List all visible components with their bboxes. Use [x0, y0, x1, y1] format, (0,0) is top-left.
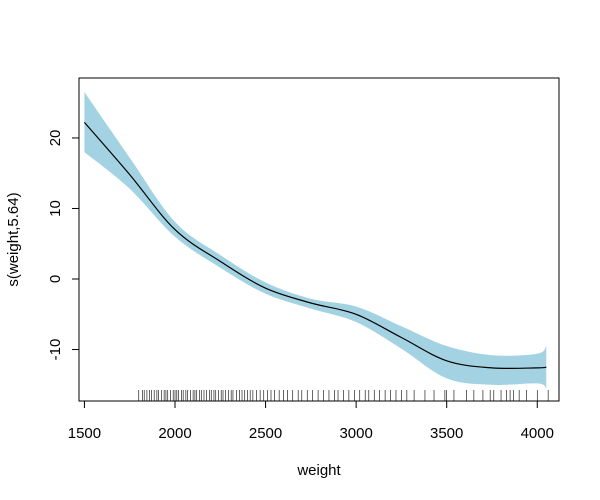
x-tick-label: 2000	[158, 425, 191, 442]
y-tick-label: 20	[47, 130, 64, 147]
confidence-band-layer	[84, 92, 547, 389]
y-axis: -10 0 10 20	[47, 130, 79, 361]
smooth-line-layer	[83, 122, 547, 370]
x-axis: 1500 2000 2500 3000 3500 4000	[68, 401, 554, 442]
x-tick-label: 3500	[430, 425, 463, 442]
y-axis-title: s(weight,5.64)	[5, 192, 22, 286]
plot-frame	[78, 77, 560, 402]
x-axis-title: weight	[296, 462, 341, 479]
confidence-band	[84, 92, 547, 389]
smooth-line	[83, 122, 547, 370]
rug-layer	[138, 390, 549, 401]
y-tick-label: 0	[47, 275, 64, 283]
x-tick-label: 2500	[249, 425, 282, 442]
x-tick-label: 3000	[339, 425, 372, 442]
y-tick-label: -10	[47, 339, 64, 361]
y-tick-label: 10	[47, 200, 64, 217]
x-tick-label: 4000	[521, 425, 554, 442]
x-tick-label: 1500	[68, 425, 101, 442]
